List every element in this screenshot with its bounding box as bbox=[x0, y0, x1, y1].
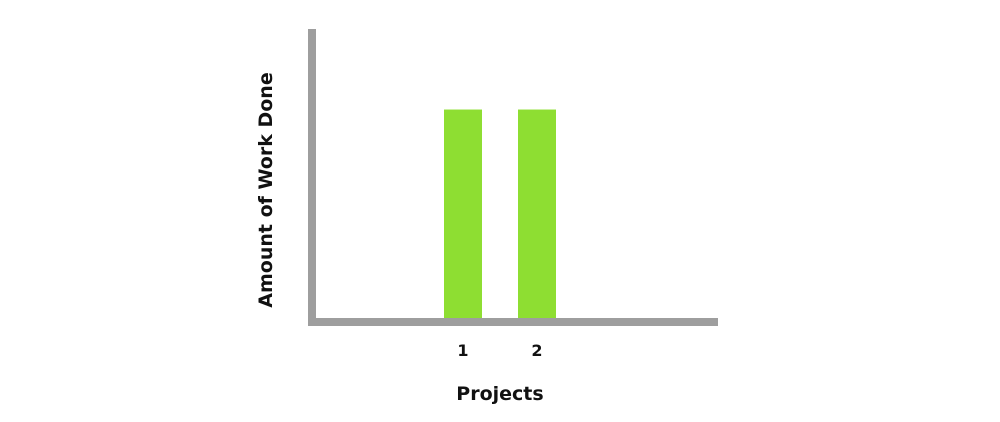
bars-group bbox=[444, 109, 556, 319]
x-tick-label-1: 1 bbox=[457, 341, 468, 360]
bar-1 bbox=[444, 109, 482, 319]
x-axis-title: Projects bbox=[456, 383, 543, 405]
x-tick-label-2: 2 bbox=[531, 341, 542, 360]
y-axis-title: Amount of Work Done bbox=[255, 72, 277, 307]
bar-2 bbox=[518, 109, 556, 319]
